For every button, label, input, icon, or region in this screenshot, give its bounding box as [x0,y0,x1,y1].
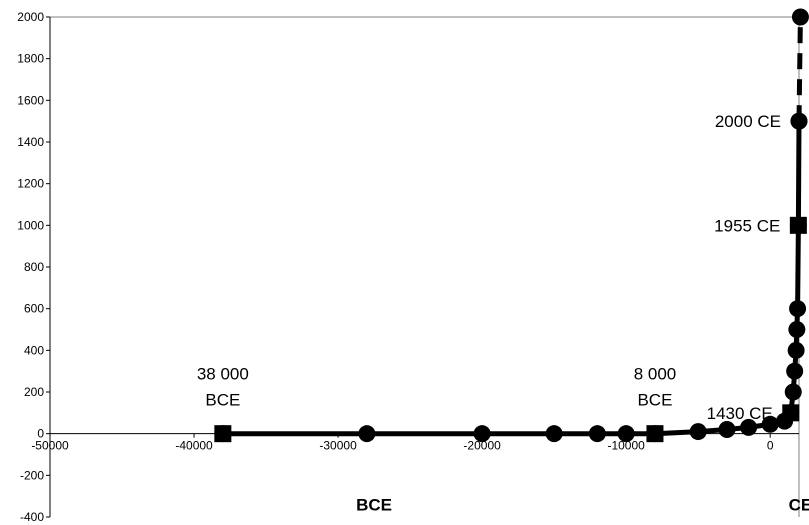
series-line-1 [799,17,800,121]
annotation-label: 8 000 [634,365,677,384]
y-tick-label: 1600 [17,93,44,107]
annotation-label: BCE [356,496,392,515]
y-tick-label: -200 [20,468,44,482]
annotation-label: 2000 CE [715,112,781,131]
y-tick-label: 200 [24,385,44,399]
data-point [546,425,563,442]
y-tick-label: 1800 [17,52,44,66]
key-date-marker [790,217,807,234]
annotation-label: BCE [205,391,240,410]
y-tick-label: 800 [24,260,44,274]
x-tick-label: 0 [767,439,774,453]
data-point [618,425,635,442]
key-date-marker [214,425,231,442]
annotation-label: 1430 CE [707,404,773,423]
y-tick-label: 1000 [17,218,44,232]
annotation-label: 1955 CE [714,216,780,235]
key-date-marker [782,404,799,421]
annotation-label: CE [789,496,809,515]
x-tick-label: -40000 [175,439,213,453]
plot-border [50,17,799,517]
y-tick-label: 1200 [17,177,44,191]
data-point [788,342,805,359]
x-tick-label: -50000 [31,439,69,453]
y-tick-label: -400 [20,510,44,524]
y-tick-label: 1400 [17,135,44,149]
data-point [589,425,606,442]
y-tick-label: 600 [24,302,44,316]
data-point [474,425,491,442]
x-tick-label: -30000 [319,439,357,453]
series-line-0 [223,121,799,434]
data-point [358,425,375,442]
data-point [791,113,808,130]
annotation-label: 38 000 [197,365,249,384]
data-point [788,321,805,338]
data-point [718,421,735,438]
data-point [785,384,802,401]
data-point [789,300,806,317]
key-date-marker [646,425,663,442]
y-tick-label: 2000 [17,10,44,24]
data-point [792,9,809,26]
annotation-label: BCE [637,391,672,410]
data-point [786,363,803,380]
y-tick-label: 400 [24,343,44,357]
data-point [690,423,707,440]
